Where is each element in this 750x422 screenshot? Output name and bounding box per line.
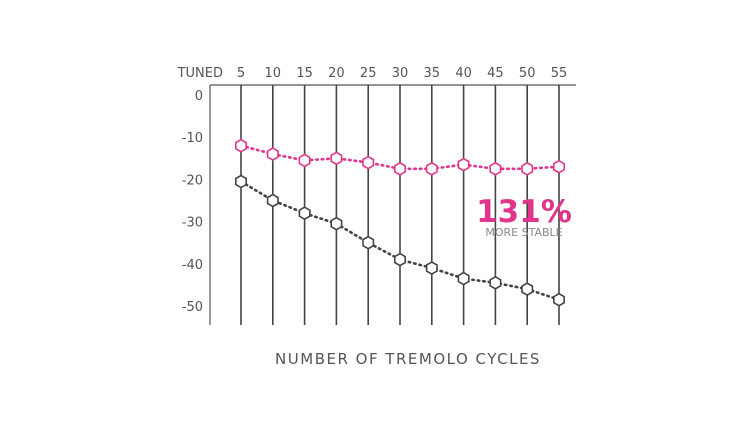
data-point: [393, 252, 407, 267]
series-1: [235, 174, 566, 307]
y-tick-label: -40: [182, 258, 203, 273]
y-tick-label: -30: [182, 216, 203, 231]
data-point: [457, 271, 470, 286]
y-tick-label: -20: [182, 173, 203, 188]
annotation-text: MORE STABLE: [485, 226, 562, 239]
x-tick-label: 45: [487, 66, 504, 81]
data-point: [489, 161, 502, 176]
y-tick-label: -50: [182, 300, 203, 315]
data-point: [425, 261, 438, 275]
data-point: [362, 235, 375, 250]
data-point: [521, 282, 534, 297]
series-group: [235, 138, 566, 307]
series-0: [235, 138, 566, 176]
x-tick-labels: 5 10 15 20 25 30 35 40 45 50 55: [237, 66, 567, 81]
annotation-value: 131%: [476, 194, 572, 230]
x-tick-label: 10: [265, 66, 282, 81]
x-tick-label: 40: [455, 66, 472, 81]
x-tick-label: 55: [551, 66, 568, 81]
data-point: [330, 216, 343, 231]
data-point: [266, 193, 279, 208]
data-point: [362, 155, 375, 170]
data-point: [457, 157, 470, 172]
data-point: [330, 151, 343, 166]
y-tick-label: 0: [195, 89, 203, 104]
x-tick-label: 15: [296, 66, 313, 81]
data-point: [298, 153, 311, 168]
x-tick-label: 35: [424, 66, 441, 81]
data-point: [552, 292, 566, 307]
data-point: [235, 174, 247, 189]
x-tick-label: 25: [360, 66, 377, 81]
data-point: [298, 206, 311, 221]
data-point: [393, 161, 407, 176]
data-point: [425, 161, 438, 176]
y-tick-labels: 0 -10 -20 -30 -40 -50: [182, 89, 203, 315]
data-point: [552, 159, 566, 174]
x-tick-label: 5: [237, 66, 245, 81]
data-point: [235, 138, 247, 153]
x-tick-label: 50: [519, 66, 536, 81]
y-tick-label: -10: [182, 131, 203, 146]
data-point: [521, 161, 534, 176]
x-tick-label: 30: [392, 66, 409, 81]
x-tick-label: 20: [328, 66, 345, 81]
data-point: [489, 275, 502, 290]
data-point: [266, 147, 279, 162]
x-axis-title: NUMBER OF TREMOLO CYCLES: [275, 350, 541, 368]
x-header-label: TUNED: [177, 66, 223, 81]
